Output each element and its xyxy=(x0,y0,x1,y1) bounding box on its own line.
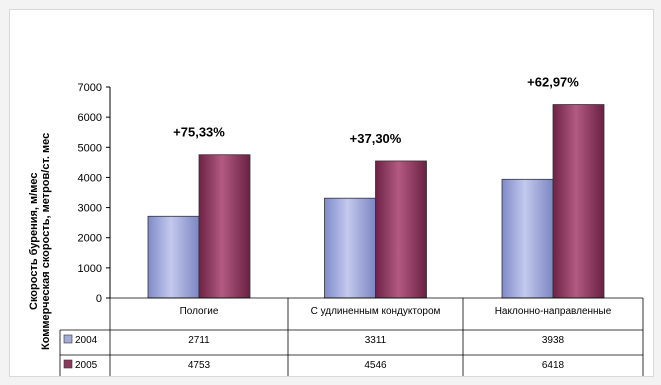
y-tick-label: 7000 xyxy=(78,82,102,94)
legend-swatch-2004 xyxy=(63,334,73,344)
y-tick-label: 0 xyxy=(96,293,102,305)
percent-annotation: +62,97% xyxy=(527,75,579,90)
data-table: Пологие С удлиненным кондуктором Наклонно-… xyxy=(59,297,644,376)
table-cell-value: 3311 xyxy=(365,335,387,346)
y-axis-title-back: Скорость бурения, м/мес xyxy=(28,173,40,310)
y-tick-label: 1000 xyxy=(78,263,102,275)
y-tick-label: 3000 xyxy=(78,203,102,215)
category-label: С удлиненным кондуктором xyxy=(311,306,441,317)
y-axis-title: Коммерческая скорость, метров/ст. мес xyxy=(40,133,52,350)
y-tick-label: 5000 xyxy=(78,142,102,154)
annotations: +75,33% +37,30% +62,97% xyxy=(173,75,579,146)
legend-swatch-2005 xyxy=(63,359,73,369)
y-tick-label: 6000 xyxy=(78,112,102,124)
table-cell-value: 2711 xyxy=(188,335,210,346)
table-cell-value: 6418 xyxy=(542,360,565,371)
category-label: Наклонно-направленные xyxy=(495,306,612,317)
bar-2005-1 xyxy=(198,154,251,299)
bar-2004-1 xyxy=(147,215,200,299)
legend-label: 2004 xyxy=(75,335,98,346)
y-tick-label: 2000 xyxy=(78,233,102,245)
bar-2004-3 xyxy=(501,178,554,299)
category-label: Пологие xyxy=(180,306,219,317)
table-cell-value: 4753 xyxy=(188,360,211,371)
bar-2004-2 xyxy=(324,197,376,299)
bars xyxy=(147,104,605,299)
bar-chart: Скорость бурения, м/мес Коммерческая ско… xyxy=(28,75,644,376)
table-cell-value: 4546 xyxy=(364,360,387,371)
bar-2005-3 xyxy=(552,104,605,299)
percent-annotation: +37,30% xyxy=(350,131,402,146)
y-axis-ticks: 0 1000 2000 3000 4000 5000 6000 7000 xyxy=(78,82,110,305)
percent-annotation: +75,33% xyxy=(173,125,225,140)
legend-label: 2005 xyxy=(75,360,98,371)
bar-2005-2 xyxy=(375,160,427,299)
chart-frame: Скорость бурения, м/мес Коммерческая ско… xyxy=(9,9,654,377)
table-cell-value: 3938 xyxy=(542,335,565,346)
y-tick-label: 4000 xyxy=(78,172,102,184)
